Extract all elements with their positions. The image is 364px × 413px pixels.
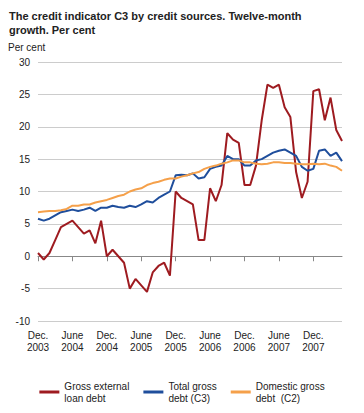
svg-text:Dec.: Dec. [28, 330, 49, 341]
svg-text:Dec.: Dec. [303, 330, 324, 341]
svg-text:2007: 2007 [268, 342, 291, 353]
svg-text:Domestic gross: Domestic gross [256, 381, 325, 392]
svg-text:2004: 2004 [96, 342, 119, 353]
svg-text:debt (C2): debt (C2) [256, 393, 300, 404]
svg-text:5: 5 [24, 218, 30, 229]
svg-text:growth. Per cent: growth. Per cent [9, 24, 96, 36]
svg-text:-5: -5 [21, 283, 30, 294]
svg-text:-10: -10 [16, 316, 31, 327]
svg-text:2007: 2007 [302, 342, 325, 353]
svg-text:2006: 2006 [233, 342, 256, 353]
svg-text:June: June [62, 330, 84, 341]
svg-text:Dec.: Dec. [165, 330, 186, 341]
svg-text:June: June [199, 330, 221, 341]
svg-text:Per cent: Per cent [8, 42, 45, 53]
svg-text:10: 10 [19, 186, 31, 197]
svg-text:debt (C3): debt (C3) [168, 393, 210, 404]
svg-text:Dec.: Dec. [234, 330, 255, 341]
svg-text:30: 30 [19, 57, 31, 68]
svg-text:June: June [130, 330, 152, 341]
svg-text:2005: 2005 [165, 342, 188, 353]
svg-text:0: 0 [24, 251, 30, 262]
svg-text:2005: 2005 [130, 342, 153, 353]
svg-text:25: 25 [19, 89, 31, 100]
svg-text:2004: 2004 [61, 342, 84, 353]
svg-text:15: 15 [19, 154, 31, 165]
svg-text:20: 20 [19, 121, 31, 132]
svg-text:Total gross: Total gross [168, 381, 216, 392]
svg-text:loan debt: loan debt [64, 393, 105, 404]
svg-text:The credit indicator C3 by cre: The credit indicator C3 by credit source… [9, 10, 302, 22]
svg-text:Gross external: Gross external [64, 381, 129, 392]
svg-text:2003: 2003 [27, 342, 50, 353]
svg-text:Dec.: Dec. [97, 330, 118, 341]
svg-text:June: June [268, 330, 290, 341]
svg-text:2006: 2006 [199, 342, 222, 353]
